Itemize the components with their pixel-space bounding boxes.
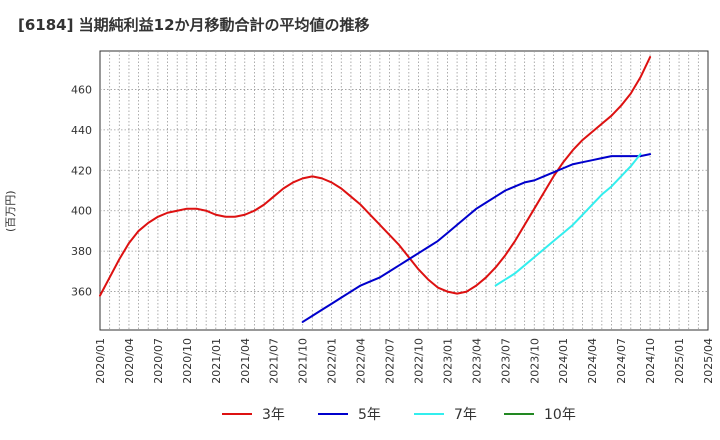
legend-label: 10年 bbox=[544, 407, 576, 423]
series-line-5年 bbox=[301, 153, 652, 323]
chart-title: [6184] 当期純利益12か月移動合計の平均値の推移 bbox=[18, 16, 370, 34]
x-tick-label: 2020/10 bbox=[181, 338, 194, 384]
legend-label: 3年 bbox=[262, 407, 285, 423]
legend-item: 10年 bbox=[504, 402, 576, 426]
x-tick-label: 2024/10 bbox=[644, 338, 657, 384]
line-chart: 360 380 400 420 440 460 2020/01 2020/04 2020/07… bbox=[71, 50, 715, 384]
x-tick-label: 2025/04 bbox=[702, 338, 715, 384]
x-tick-label: 2020/01 bbox=[94, 338, 107, 384]
legend-item: 7年 bbox=[414, 402, 477, 426]
series-line-7年 bbox=[494, 153, 642, 287]
x-tick-label: 2024/07 bbox=[615, 338, 628, 384]
x-tick-label: 2022/04 bbox=[355, 338, 368, 384]
x-gridlines bbox=[109, 51, 699, 330]
x-tick-label: 2021/07 bbox=[268, 338, 281, 384]
legend-item: 3年 bbox=[222, 402, 285, 426]
x-tick-label: 2021/01 bbox=[210, 338, 223, 384]
x-tick-label: 2024/04 bbox=[586, 338, 599, 384]
y-tick-labels: 360 380 400 420 440 460 bbox=[71, 83, 92, 298]
y-tick-label: 360 bbox=[71, 286, 92, 299]
x-tick-labels: 2020/01 2020/04 2020/07 2020/10 2021/01 2021/… bbox=[94, 338, 715, 384]
x-tick-label: 2021/10 bbox=[297, 338, 310, 384]
x-tick-label: 2020/07 bbox=[152, 338, 165, 384]
x-tick-label: 2021/04 bbox=[239, 338, 252, 384]
plot-area bbox=[99, 50, 709, 331]
y-tick-label: 460 bbox=[71, 83, 92, 96]
x-tick-label: 2022/10 bbox=[412, 338, 425, 384]
x-tick-label: 2024/01 bbox=[557, 338, 570, 384]
x-tick-label: 2022/01 bbox=[326, 338, 339, 384]
y-tick-label: 420 bbox=[71, 164, 92, 177]
legend-label: 5年 bbox=[358, 407, 381, 423]
x-tick-label: 2023/04 bbox=[470, 338, 483, 384]
legend-swatch bbox=[414, 413, 444, 415]
x-tick-label: 2023/10 bbox=[528, 338, 541, 384]
series-lines bbox=[99, 56, 652, 323]
x-tick-label: 2025/01 bbox=[673, 338, 686, 384]
legend-label: 7年 bbox=[454, 407, 477, 423]
legend-swatch bbox=[504, 413, 534, 415]
x-tick-label: 2022/07 bbox=[384, 338, 397, 384]
x-tick-label: 2023/07 bbox=[499, 338, 512, 384]
y-tick-label: 400 bbox=[71, 205, 92, 218]
legend-swatch bbox=[222, 413, 252, 415]
x-tick-label: 2020/04 bbox=[123, 338, 136, 384]
legend-item: 5年 bbox=[318, 402, 381, 426]
legend-swatch bbox=[318, 413, 348, 415]
legend: 3年 5年 7年 10年 bbox=[0, 402, 720, 426]
x-tick-label: 2023/01 bbox=[441, 338, 454, 384]
y-tick-label: 380 bbox=[71, 245, 92, 258]
y-tick-label: 440 bbox=[71, 124, 92, 137]
